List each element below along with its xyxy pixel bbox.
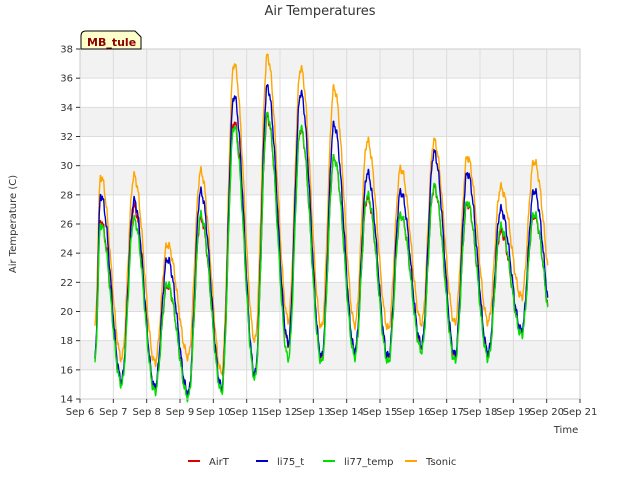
legend-label-tsonic: Tsonic — [425, 457, 456, 468]
legend-label-li75-t: li75_t — [277, 457, 304, 468]
series-line-li77-temp — [94, 111, 549, 403]
y-tick-label: 30 — [60, 161, 73, 172]
x-tick-label: Sep 17 — [429, 407, 464, 418]
x-tick-label: Sep 20 — [529, 407, 564, 418]
legend: AirT li75_t li77_temp Tsonic — [188, 457, 456, 468]
x-tick-label: Sep 21 — [563, 407, 598, 418]
x-tick-label: Sep 7 — [99, 407, 127, 418]
y-tick-label: 28 — [60, 190, 73, 201]
x-tick-label: Sep 9 — [166, 407, 194, 418]
x-tick-label: Sep 14 — [329, 407, 364, 418]
y-tick-label: 34 — [60, 103, 73, 114]
x-tick-label: Sep 18 — [463, 407, 498, 418]
y-tick-label: 32 — [60, 132, 73, 143]
x-tick-label: Sep 6 — [66, 407, 94, 418]
y-axis-ticks: 14 16 18 20 22 24 26 28 30 32 34 36 38 — [60, 45, 80, 406]
x-tick-label: Sep 11 — [229, 407, 264, 418]
chart-title: Air Temperatures — [264, 4, 375, 19]
site-badge-label: MB_tule — [87, 36, 136, 49]
plot-band — [80, 49, 580, 79]
site-badge: MB_tule — [80, 30, 142, 50]
x-tick-label: Sep 13 — [296, 407, 331, 418]
x-tick-label: Sep 16 — [396, 407, 431, 418]
y-axis-label: Air Temperature (C) — [8, 175, 19, 273]
series-line-tsonic — [94, 53, 549, 376]
y-tick-label: 14 — [60, 395, 73, 406]
y-tick-label: 24 — [60, 249, 73, 260]
x-tick-label: Sep 15 — [363, 407, 398, 418]
x-tick-label: Sep 8 — [132, 407, 160, 418]
x-tick-label: Sep 12 — [263, 407, 298, 418]
legend-label-li77-temp: li77_temp — [344, 457, 393, 468]
y-tick-label: 26 — [60, 220, 73, 231]
site-badge-shape — [80, 30, 142, 50]
y-tick-label: 16 — [60, 365, 73, 376]
x-tick-label: Sep 19 — [496, 407, 531, 418]
plot-band — [80, 340, 580, 370]
legend-label-airt: AirT — [209, 457, 230, 468]
series-lines — [94, 53, 549, 403]
y-tick-label: 18 — [60, 336, 73, 347]
x-axis-label: Time — [553, 425, 578, 436]
plot-band — [80, 282, 580, 312]
y-tick-label: 22 — [60, 278, 73, 289]
x-tick-label: Sep 10 — [196, 407, 231, 418]
y-tick-label: 38 — [60, 45, 73, 56]
y-tick-label: 36 — [60, 74, 73, 85]
series-line-li75-t — [94, 83, 549, 398]
y-tick-label: 20 — [60, 307, 73, 318]
